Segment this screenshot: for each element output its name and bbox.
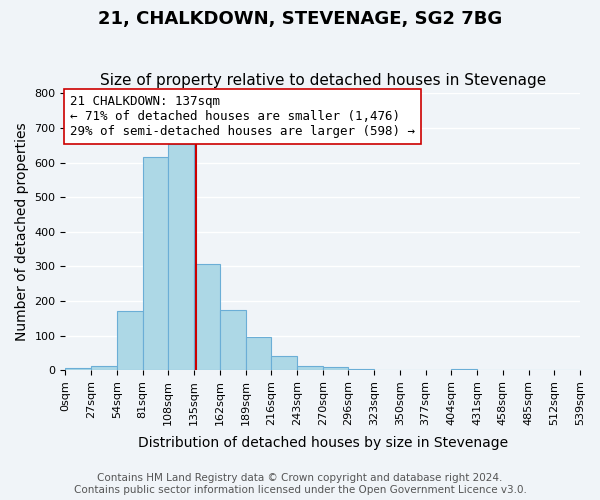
Bar: [271, 356, 297, 370]
Bar: [220, 310, 245, 370]
X-axis label: Distribution of detached houses by size in Stevenage: Distribution of detached houses by size …: [137, 436, 508, 450]
Bar: [323, 366, 349, 370]
Bar: [65, 368, 91, 370]
Bar: [117, 310, 143, 370]
Title: Size of property relative to detached houses in Stevenage: Size of property relative to detached ho…: [100, 73, 546, 88]
Bar: [91, 366, 117, 370]
Bar: [169, 144, 194, 370]
Text: 21 CHALKDOWN: 137sqm
← 71% of detached houses are smaller (1,476)
29% of semi-de: 21 CHALKDOWN: 137sqm ← 71% of detached h…: [70, 95, 415, 138]
Bar: [143, 156, 169, 370]
Text: Contains HM Land Registry data © Crown copyright and database right 2024.
Contai: Contains HM Land Registry data © Crown c…: [74, 474, 526, 495]
Y-axis label: Number of detached properties: Number of detached properties: [15, 122, 29, 341]
Bar: [245, 336, 271, 370]
Bar: [194, 264, 220, 370]
Bar: [297, 366, 323, 370]
Text: 21, CHALKDOWN, STEVENAGE, SG2 7BG: 21, CHALKDOWN, STEVENAGE, SG2 7BG: [98, 10, 502, 28]
